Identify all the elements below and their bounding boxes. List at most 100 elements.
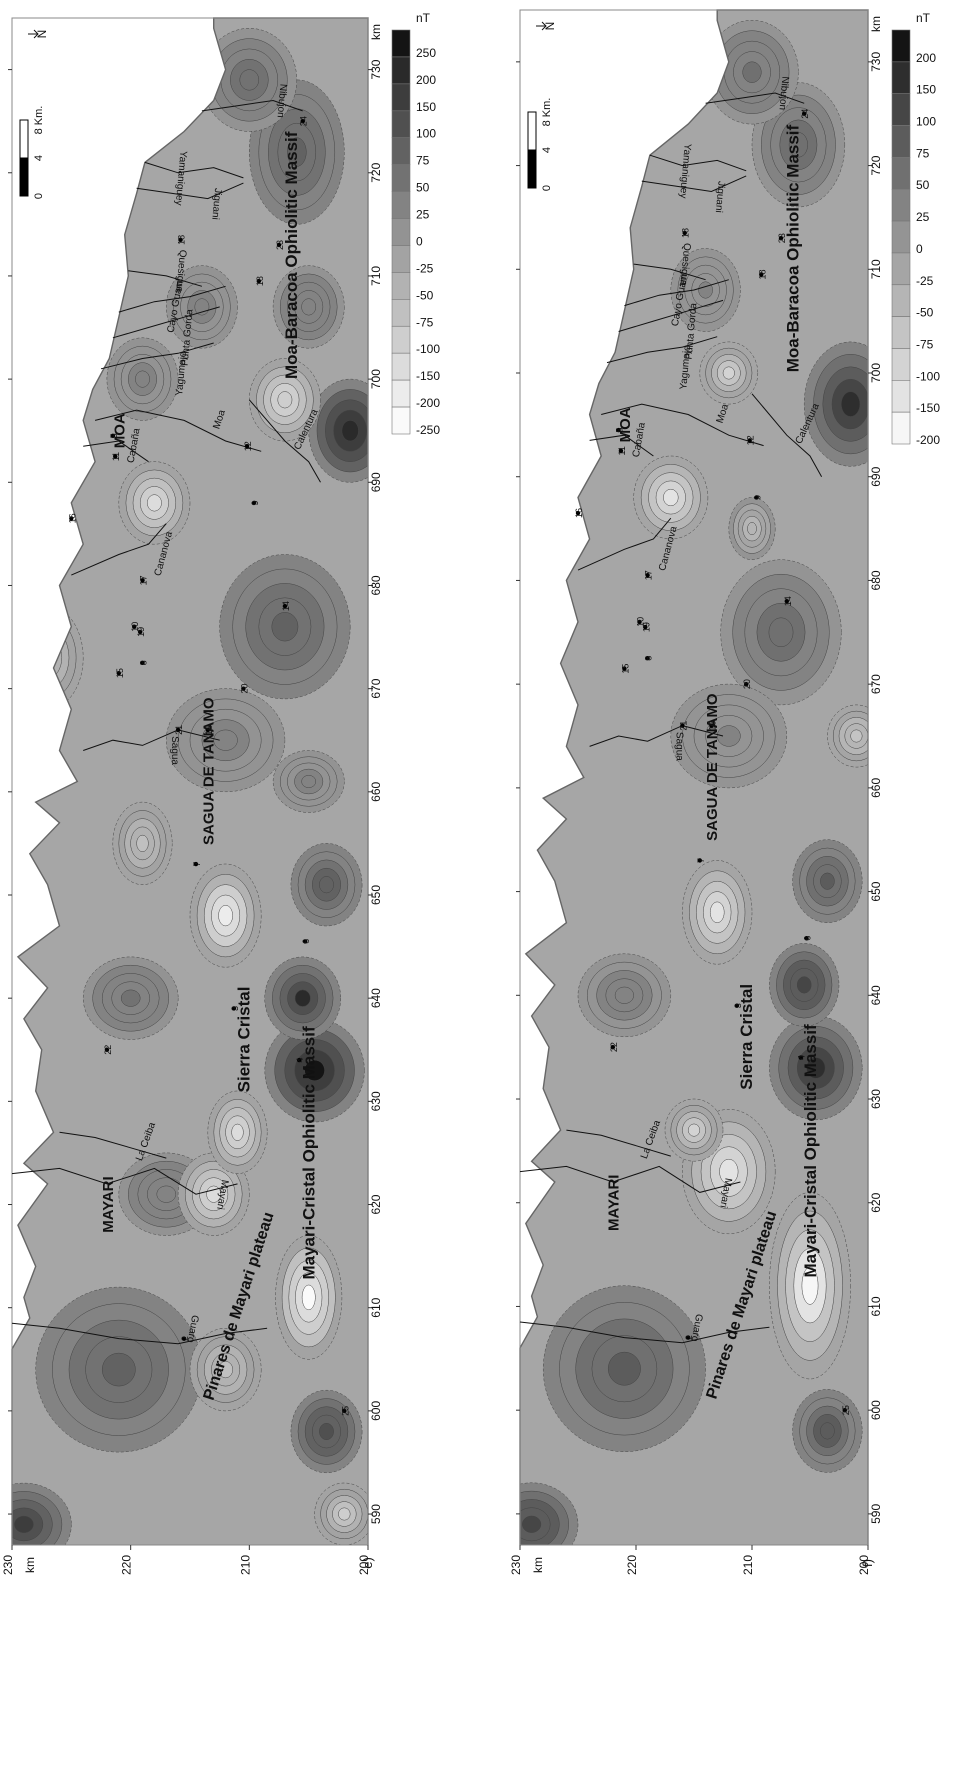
region-label: Moa-Baracoa Ophiolitic Massif [282, 131, 301, 379]
contour-band [540, 437, 569, 475]
station-point [747, 438, 752, 443]
legend-swatch [391, 29, 411, 58]
station-label: 4 [295, 1058, 305, 1063]
river-line [601, 403, 764, 447]
contour-band [716, 725, 741, 747]
legend-value-label: -200 [416, 396, 440, 410]
station-label: 13 [707, 721, 717, 731]
river-label: Quesigua [173, 249, 188, 293]
river-line [11, 1322, 268, 1345]
station-point [302, 939, 308, 944]
station-label: 5 [615, 428, 625, 433]
legend-swatch [391, 110, 411, 139]
contour-band [120, 989, 141, 1007]
contour-band [663, 488, 679, 507]
region-label: SAGUA DE TANAMO [704, 693, 721, 841]
legend-swatch [891, 348, 911, 381]
station-label: 23 [275, 240, 285, 250]
contour-band [301, 298, 317, 316]
station-label: 14 [783, 596, 793, 606]
contour-band [338, 1507, 351, 1521]
station-point [682, 230, 687, 236]
easting-tick-label: 620 [869, 1192, 883, 1212]
easting-tick-label: 670 [869, 674, 883, 694]
contour-band [156, 1185, 177, 1203]
station-label: 22 [103, 1045, 113, 1055]
region-label: MAYARI [100, 1176, 117, 1232]
legend-value-label: -25 [416, 261, 434, 275]
region-label: Mayari-Cristal Ophiolitic Massif [801, 1024, 820, 1278]
legend-swatch [891, 411, 911, 445]
contour-band [271, 612, 299, 642]
legend-value-label: 0 [416, 234, 423, 248]
river-label: Yagumaje [174, 351, 189, 397]
station-label: 12 [243, 441, 253, 451]
station-point [643, 624, 648, 630]
station-label: 19 [136, 627, 146, 637]
contour-band [841, 391, 861, 417]
station-label: 2 [684, 1335, 694, 1340]
river-line [59, 1131, 167, 1159]
scale-bar-label: 4 [541, 147, 553, 153]
map-frame [11, 17, 369, 1546]
station-label: 6 [803, 936, 813, 941]
legend-swatch [391, 191, 411, 219]
legend-value-label: 25 [416, 208, 430, 222]
station-point [241, 686, 246, 691]
contour-band [213, 729, 238, 751]
station-point [842, 1407, 847, 1413]
river-label: Guaro [689, 1313, 705, 1343]
station-label: 24 [800, 109, 810, 119]
easting-tick-label: 610 [369, 1297, 383, 1317]
legend-swatch [391, 218, 411, 246]
station-point [680, 723, 685, 728]
river-label: Jiguani [209, 188, 223, 221]
easting-tick-label: 660 [869, 778, 883, 798]
legend-swatch [891, 188, 911, 222]
river-label: Punta Gorda [180, 308, 196, 366]
north-arrow-icon [28, 29, 39, 39]
northing-tick-label: 220 [625, 1555, 639, 1575]
station-point [276, 242, 282, 248]
river-label: Guaro [185, 1314, 201, 1344]
station-label: 3 [230, 1006, 240, 1011]
legend-swatch [891, 316, 911, 349]
axis-unit-label: km [369, 24, 383, 40]
easting-tick-label: 720 [369, 162, 383, 182]
easting-tick-label: 660 [369, 781, 383, 801]
station-point [181, 1336, 187, 1341]
station-point [798, 1055, 803, 1060]
station-point [69, 516, 74, 521]
panel-label: e) [360, 1557, 375, 1569]
station-label: 7 [192, 862, 202, 867]
river-label: Yagumaje [678, 345, 693, 391]
north-arrow-icon [536, 21, 547, 31]
easting-tick-label: 680 [369, 575, 383, 595]
station-label: 2 [180, 1336, 190, 1341]
station-point [744, 681, 749, 687]
station-point [618, 448, 624, 453]
easting-tick-label: 710 [369, 266, 383, 286]
station-point [759, 272, 764, 277]
contour-band [549, 449, 560, 463]
axis-unit-label: km [531, 1557, 545, 1573]
coastline [519, 9, 869, 1545]
easting-tick-label: 730 [869, 52, 883, 72]
axis-unit-label: km [23, 1557, 37, 1573]
region-label: SAGUA DE TANAMO [201, 697, 218, 845]
contour-band [194, 298, 210, 316]
contour-band [25, 626, 70, 689]
river-line [566, 1129, 671, 1157]
station-point [300, 118, 305, 124]
station-label: 14 [281, 601, 291, 611]
contour-band [136, 834, 149, 852]
legend-swatch [391, 325, 411, 354]
river-label: Nibujon [777, 76, 791, 111]
legend-swatch [891, 61, 911, 94]
station-label: 19 [641, 622, 651, 632]
station-label: 10 [635, 617, 645, 627]
easting-tick-label: 620 [369, 1194, 383, 1214]
easting-tick-label: 690 [369, 472, 383, 492]
legend-value-label: -75 [916, 337, 934, 351]
river-label: Mayari [214, 1179, 230, 1210]
